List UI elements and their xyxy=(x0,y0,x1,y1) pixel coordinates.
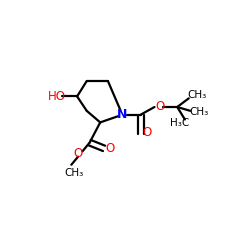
Text: O: O xyxy=(142,126,152,140)
Text: O: O xyxy=(74,147,83,160)
Text: CH₃: CH₃ xyxy=(190,107,209,117)
Text: H₃C: H₃C xyxy=(170,118,189,128)
Text: CH₃: CH₃ xyxy=(64,168,84,178)
Text: CH₃: CH₃ xyxy=(188,90,207,101)
Text: N: N xyxy=(117,108,128,121)
Text: O: O xyxy=(155,100,164,114)
Text: HO: HO xyxy=(48,90,66,103)
Text: O: O xyxy=(105,142,115,155)
